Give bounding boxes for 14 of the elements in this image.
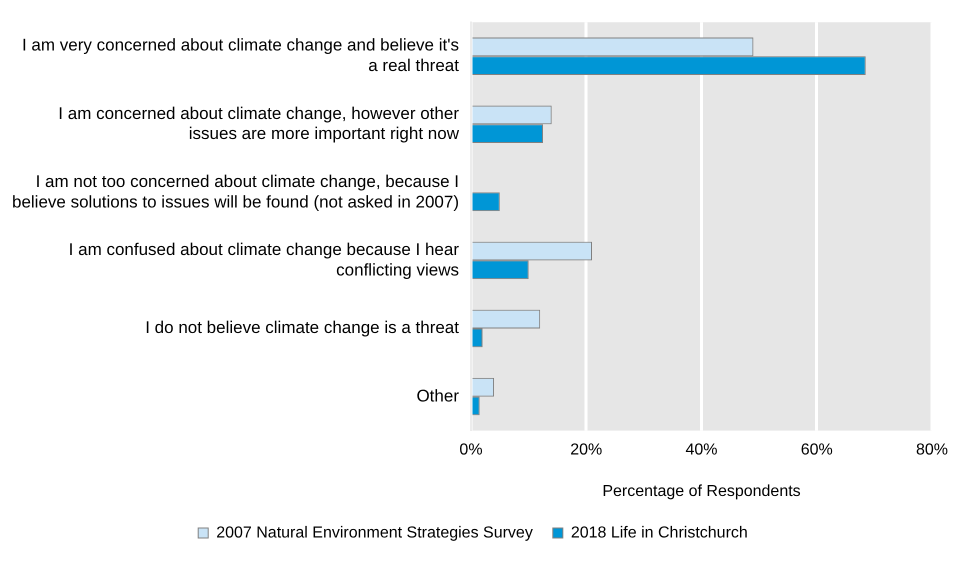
y-tick-label: I am very concerned about climate change and believe it's a real threat: [22, 36, 460, 76]
x-tick-label: 40%: [685, 442, 718, 459]
y-tick-label: Other: [416, 386, 460, 406]
legend-label: 2007 Natural Environment Strategies Survey: [216, 524, 533, 542]
x-tick-label: 20%: [570, 442, 602, 459]
x-tick-label: 80%: [916, 442, 948, 459]
x-tick-label: 60%: [800, 442, 833, 459]
y-tick-label: I am confused about climate change because I hear conflicting views: [68, 240, 460, 280]
x-axis-title: Percentage of Respondents: [602, 482, 801, 500]
legend-label: 2018 Life in Christchurch: [570, 524, 748, 542]
y-tick-label: I do not believe climate change is a threat: [145, 318, 460, 338]
y-tick-label: I am concerned about climate change, however other issues are more important right now: [58, 104, 460, 144]
y-tick-label: I am not too concerned about climate change, because I believe solutions to issues will be found (not asked in 2007): [12, 172, 459, 212]
x-tick-label: 0%: [459, 442, 483, 459]
